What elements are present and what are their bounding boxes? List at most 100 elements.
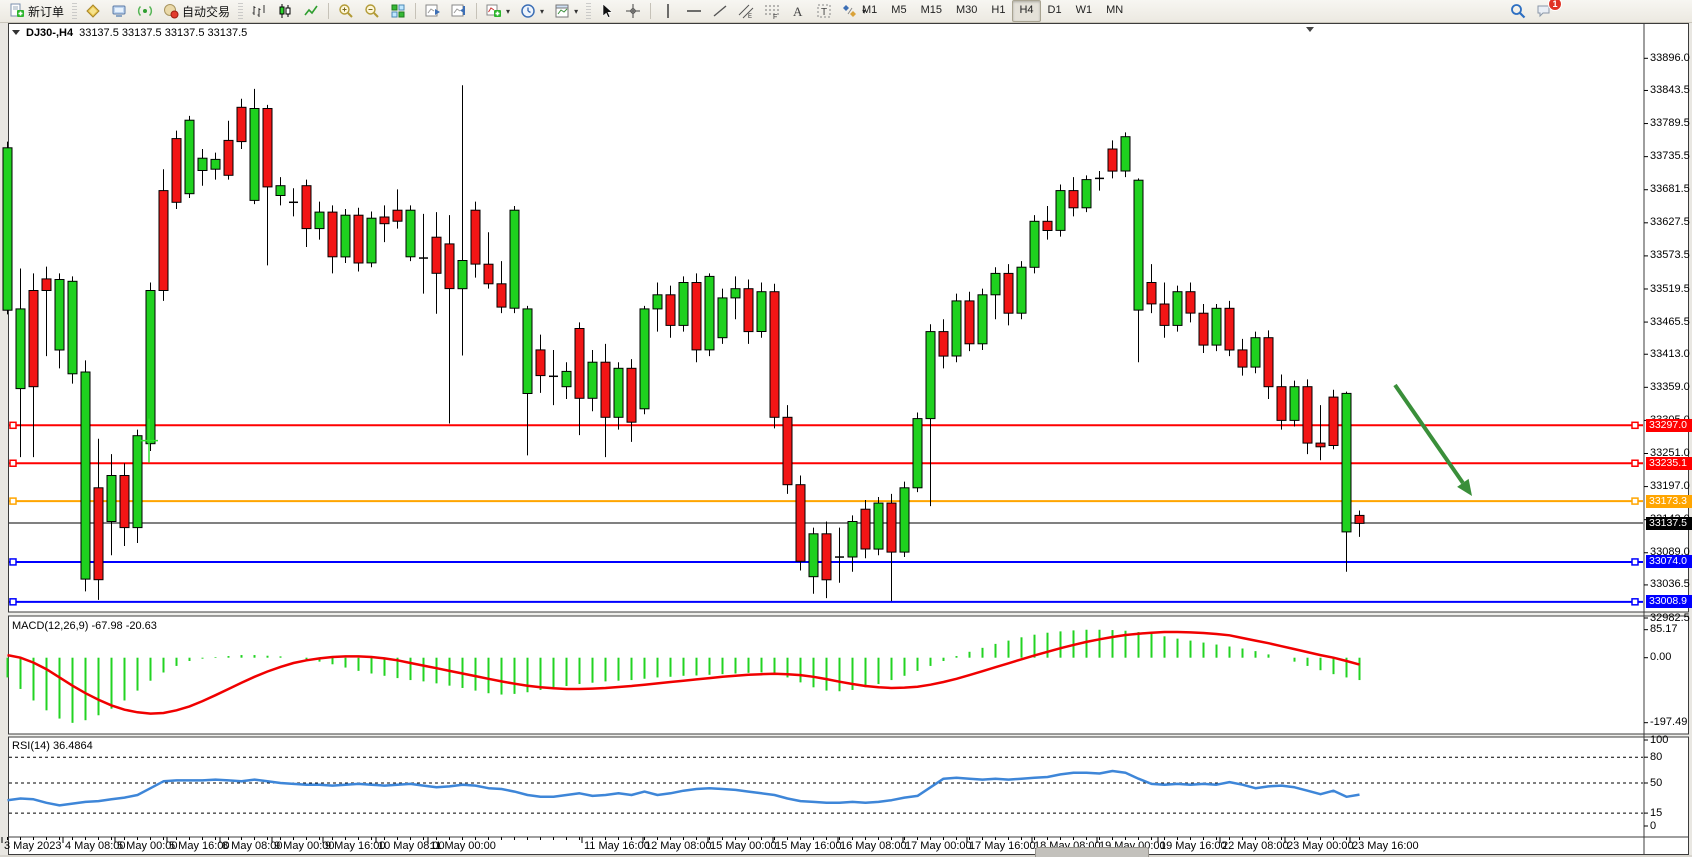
label-button[interactable]: T <box>811 0 837 22</box>
timeframe-m5[interactable]: M5 <box>891 4 907 16</box>
chevron-down-icon[interactable]: ▾ <box>540 6 545 16</box>
y-axis-tick-label: 33359.0 <box>1650 380 1690 393</box>
chart-autoscroll-icon <box>451 3 467 19</box>
timeframe-mn[interactable]: MN <box>1106 4 1124 16</box>
y-axis-tick-label: 33789.5 <box>1650 117 1690 130</box>
timeframe-h1[interactable]: H1 <box>991 4 1006 16</box>
trendline-button[interactable] <box>707 0 733 22</box>
time-axis-label: 11 May 00:00 <box>430 840 496 852</box>
line-chart-icon <box>303 3 319 19</box>
window-bottom-edge <box>0 855 1692 857</box>
timeframe-m30[interactable]: M30 <box>955 4 978 16</box>
timeframe-d1[interactable]: D1 <box>1047 4 1062 16</box>
candle-chart-button[interactable] <box>272 0 298 22</box>
time-axis-label: 5 May 16:00 <box>169 840 230 852</box>
toolbar-button-label: 新订单 <box>28 4 65 19</box>
macd-label: MACD(12,26,9) -67.98 -20.63 <box>12 620 157 632</box>
y-axis-tick-label: 33413.0 <box>1650 347 1690 360</box>
y-axis-tick-label: 33573.5 <box>1650 249 1690 262</box>
chat-button[interactable]: 1 <box>1531 0 1562 22</box>
main-toolbar: 新订单 自动交易 ▾ ▾ ▾ E F A T ▾ M1 M5 M15 M30 H1 H4 D1 W1 MN 1 <box>0 0 1692 23</box>
window-menu-icon[interactable] <box>1306 27 1314 32</box>
time-axis-label: 23 May 00:00 <box>1287 840 1354 852</box>
zoom-in-button[interactable] <box>333 0 359 22</box>
bar-chart-button[interactable] <box>246 0 272 22</box>
signal-button[interactable] <box>132 0 158 22</box>
chart-shift-icon <box>425 3 441 19</box>
rsi-axis-label: 100 <box>1650 733 1669 746</box>
cursor-button[interactable] <box>594 0 620 22</box>
template-button[interactable]: ▾ <box>549 0 583 22</box>
vline-button[interactable] <box>655 0 681 22</box>
terminal-icon <box>111 3 127 19</box>
time-axis-label: 12 May 08:00 <box>645 840 712 852</box>
bottom-status-box <box>1035 847 1149 857</box>
crosshair-icon <box>625 3 641 19</box>
clock-icon <box>520 3 536 19</box>
shapes-button[interactable]: ▾ <box>837 0 871 22</box>
text-icon: A <box>790 3 806 19</box>
y-axis-tick-label: 33627.5 <box>1650 216 1690 229</box>
y-axis-tick-label: 33735.5 <box>1650 150 1690 163</box>
collapse-triangle-icon[interactable] <box>12 30 20 35</box>
clock-button[interactable]: ▾ <box>515 0 549 22</box>
timeframe-w1[interactable]: W1 <box>1075 4 1093 16</box>
timeframe-m1[interactable]: M1 <box>862 4 878 16</box>
fibonacci-button[interactable]: F <box>759 0 785 22</box>
price-line-tag: 33235.1 <box>1646 456 1692 470</box>
toolbar-button-label: 自动交易 <box>182 4 231 19</box>
y-axis-tick-label: 32982.5 <box>1650 611 1690 624</box>
y-axis-tick-label: 33251.0 <box>1650 447 1690 459</box>
crosshair-button[interactable] <box>620 0 646 22</box>
chart-window[interactable] <box>8 23 1689 855</box>
autotrade-icon <box>163 3 179 19</box>
y-axis-tick-label: 33036.5 <box>1650 578 1690 591</box>
text-button[interactable]: A <box>785 0 811 22</box>
tile-windows-button[interactable] <box>385 0 411 22</box>
line-chart-button[interactable] <box>298 0 324 22</box>
toolbar-grip <box>238 3 244 19</box>
chevron-down-icon[interactable]: ▾ <box>506 6 511 16</box>
search-button[interactable] <box>1505 0 1531 22</box>
rsi-axis-label: 0 <box>1650 819 1657 832</box>
zoom-out-icon <box>364 3 380 19</box>
time-axis-label: 19 May 16:00 <box>1160 840 1227 852</box>
terminal-button[interactable] <box>106 0 132 22</box>
time-axis-label: 4 May 08:00 <box>65 840 126 852</box>
svg-text:E: E <box>748 14 752 19</box>
timeframe-h4[interactable]: H4 <box>1012 0 1041 22</box>
y-axis-tick-label: 33465.5 <box>1650 315 1690 328</box>
add-indicator-icon <box>486 3 502 19</box>
chevron-down-icon[interactable]: ▾ <box>862 6 867 16</box>
chart-autoscroll-button[interactable] <box>446 0 472 22</box>
price-line-tag: 33173.3 <box>1646 494 1692 508</box>
time-axis-label: 10 May 08:00 <box>378 840 445 852</box>
price-line-tag: 33074.0 <box>1646 555 1692 569</box>
signal-icon <box>137 3 153 19</box>
gold-diamond-button[interactable] <box>80 0 106 22</box>
chevron-down-icon[interactable]: ▾ <box>574 6 579 16</box>
time-axis-label: 17 May 16:00 <box>969 840 1036 852</box>
new-order-button[interactable]: 新订单 <box>4 0 69 22</box>
zoom-out-button[interactable] <box>359 0 385 22</box>
channel-button[interactable]: E <box>733 0 759 22</box>
price-line-tag: 33297.0 <box>1646 418 1692 432</box>
chart-shift-button[interactable] <box>420 0 446 22</box>
y-axis-tick-label: 33519.5 <box>1650 282 1690 295</box>
toolbar-left-group: 新订单 自动交易 ▾ ▾ ▾ E F A T ▾ <box>4 0 871 22</box>
time-axis-label: 23 May 16:00 <box>1352 840 1419 852</box>
autotrade-button[interactable]: 自动交易 <box>158 0 235 22</box>
cursor-icon <box>599 3 615 19</box>
timeframe-m15[interactable]: M15 <box>920 4 942 16</box>
macd-axis-label: -197.49 <box>1650 716 1688 729</box>
timeframe-toolbar: M1 M5 M15 M30 H1 H4 D1 W1 MN <box>855 0 1130 22</box>
bar-chart-icon <box>251 3 267 19</box>
time-axis-label: 9 May 00:00 <box>274 840 335 852</box>
toolbar-right-group: 1 <box>1505 0 1562 22</box>
add-indicator-button[interactable]: ▾ <box>481 0 515 22</box>
y-axis-tick-label: 33681.5 <box>1650 183 1690 196</box>
price-line-tag: 33137.5 <box>1646 516 1692 530</box>
hline-button[interactable] <box>681 0 707 22</box>
template-icon <box>554 3 570 19</box>
